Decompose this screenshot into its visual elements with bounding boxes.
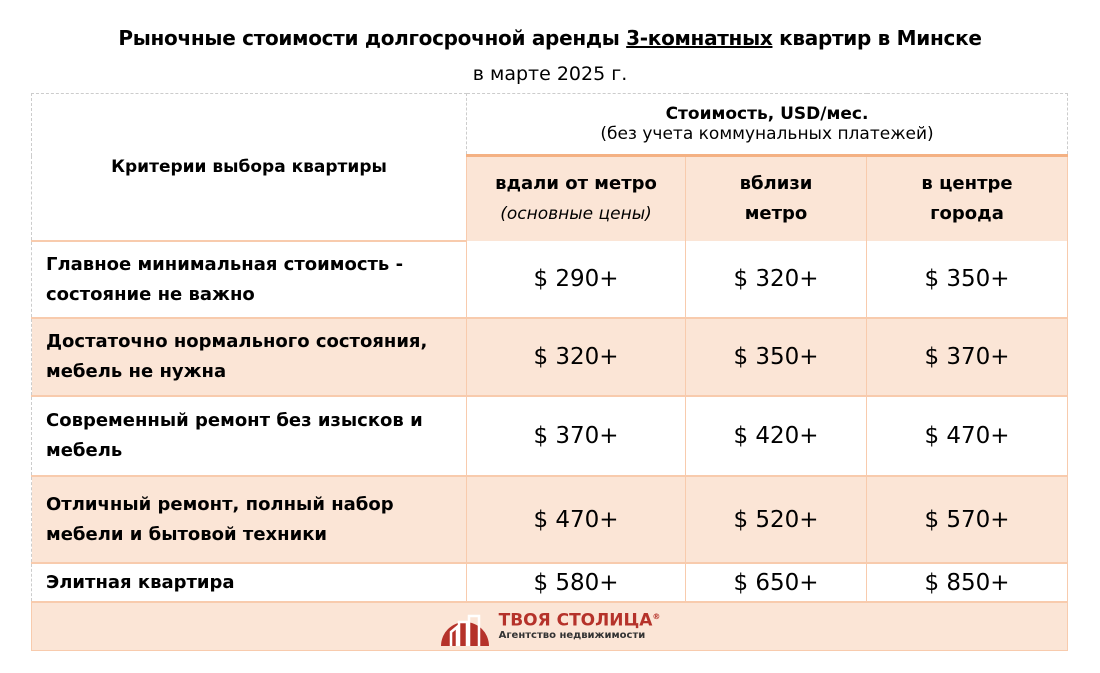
column-header-center: в центре города — [865, 154, 1069, 241]
table-row: Главное минимальная стоимость - состояни… — [31, 241, 1069, 319]
column-header-near: вблизи метро — [685, 154, 867, 241]
logo-cell: ТВОЯ СТОЛИЦА® Агентство недвижимости — [30, 601, 1069, 651]
table-row: Достаточно нормального состояния, мебель… — [31, 318, 1069, 397]
criteria-header: Критерии выбора квартиры — [31, 93, 467, 242]
building-logo-icon — [440, 614, 489, 646]
table-row: Современный ремонт без изысков и мебель … — [31, 396, 1069, 477]
rent-table: Критерии выбора квартиры Стоимость, USD/… — [30, 93, 1069, 651]
page-title: Рыночные стоимости долгосрочной аренды 3… — [118, 26, 982, 50]
table-row: Элитная квартира $ 580+ $ 650+ $ 850+ — [31, 563, 1069, 603]
price-header: Стоимость, USD/мес. (без учета коммуналь… — [466, 93, 1069, 156]
table-row: Отличный ремонт, полный набор мебели и б… — [31, 476, 1069, 564]
page-subtitle: в марте 2025 г. — [472, 63, 628, 85]
column-header-far: вдали от метро (основные цены) — [466, 154, 686, 241]
company-logo: ТВОЯ СТОЛИЦА® Агентство недвижимости — [439, 604, 660, 646]
